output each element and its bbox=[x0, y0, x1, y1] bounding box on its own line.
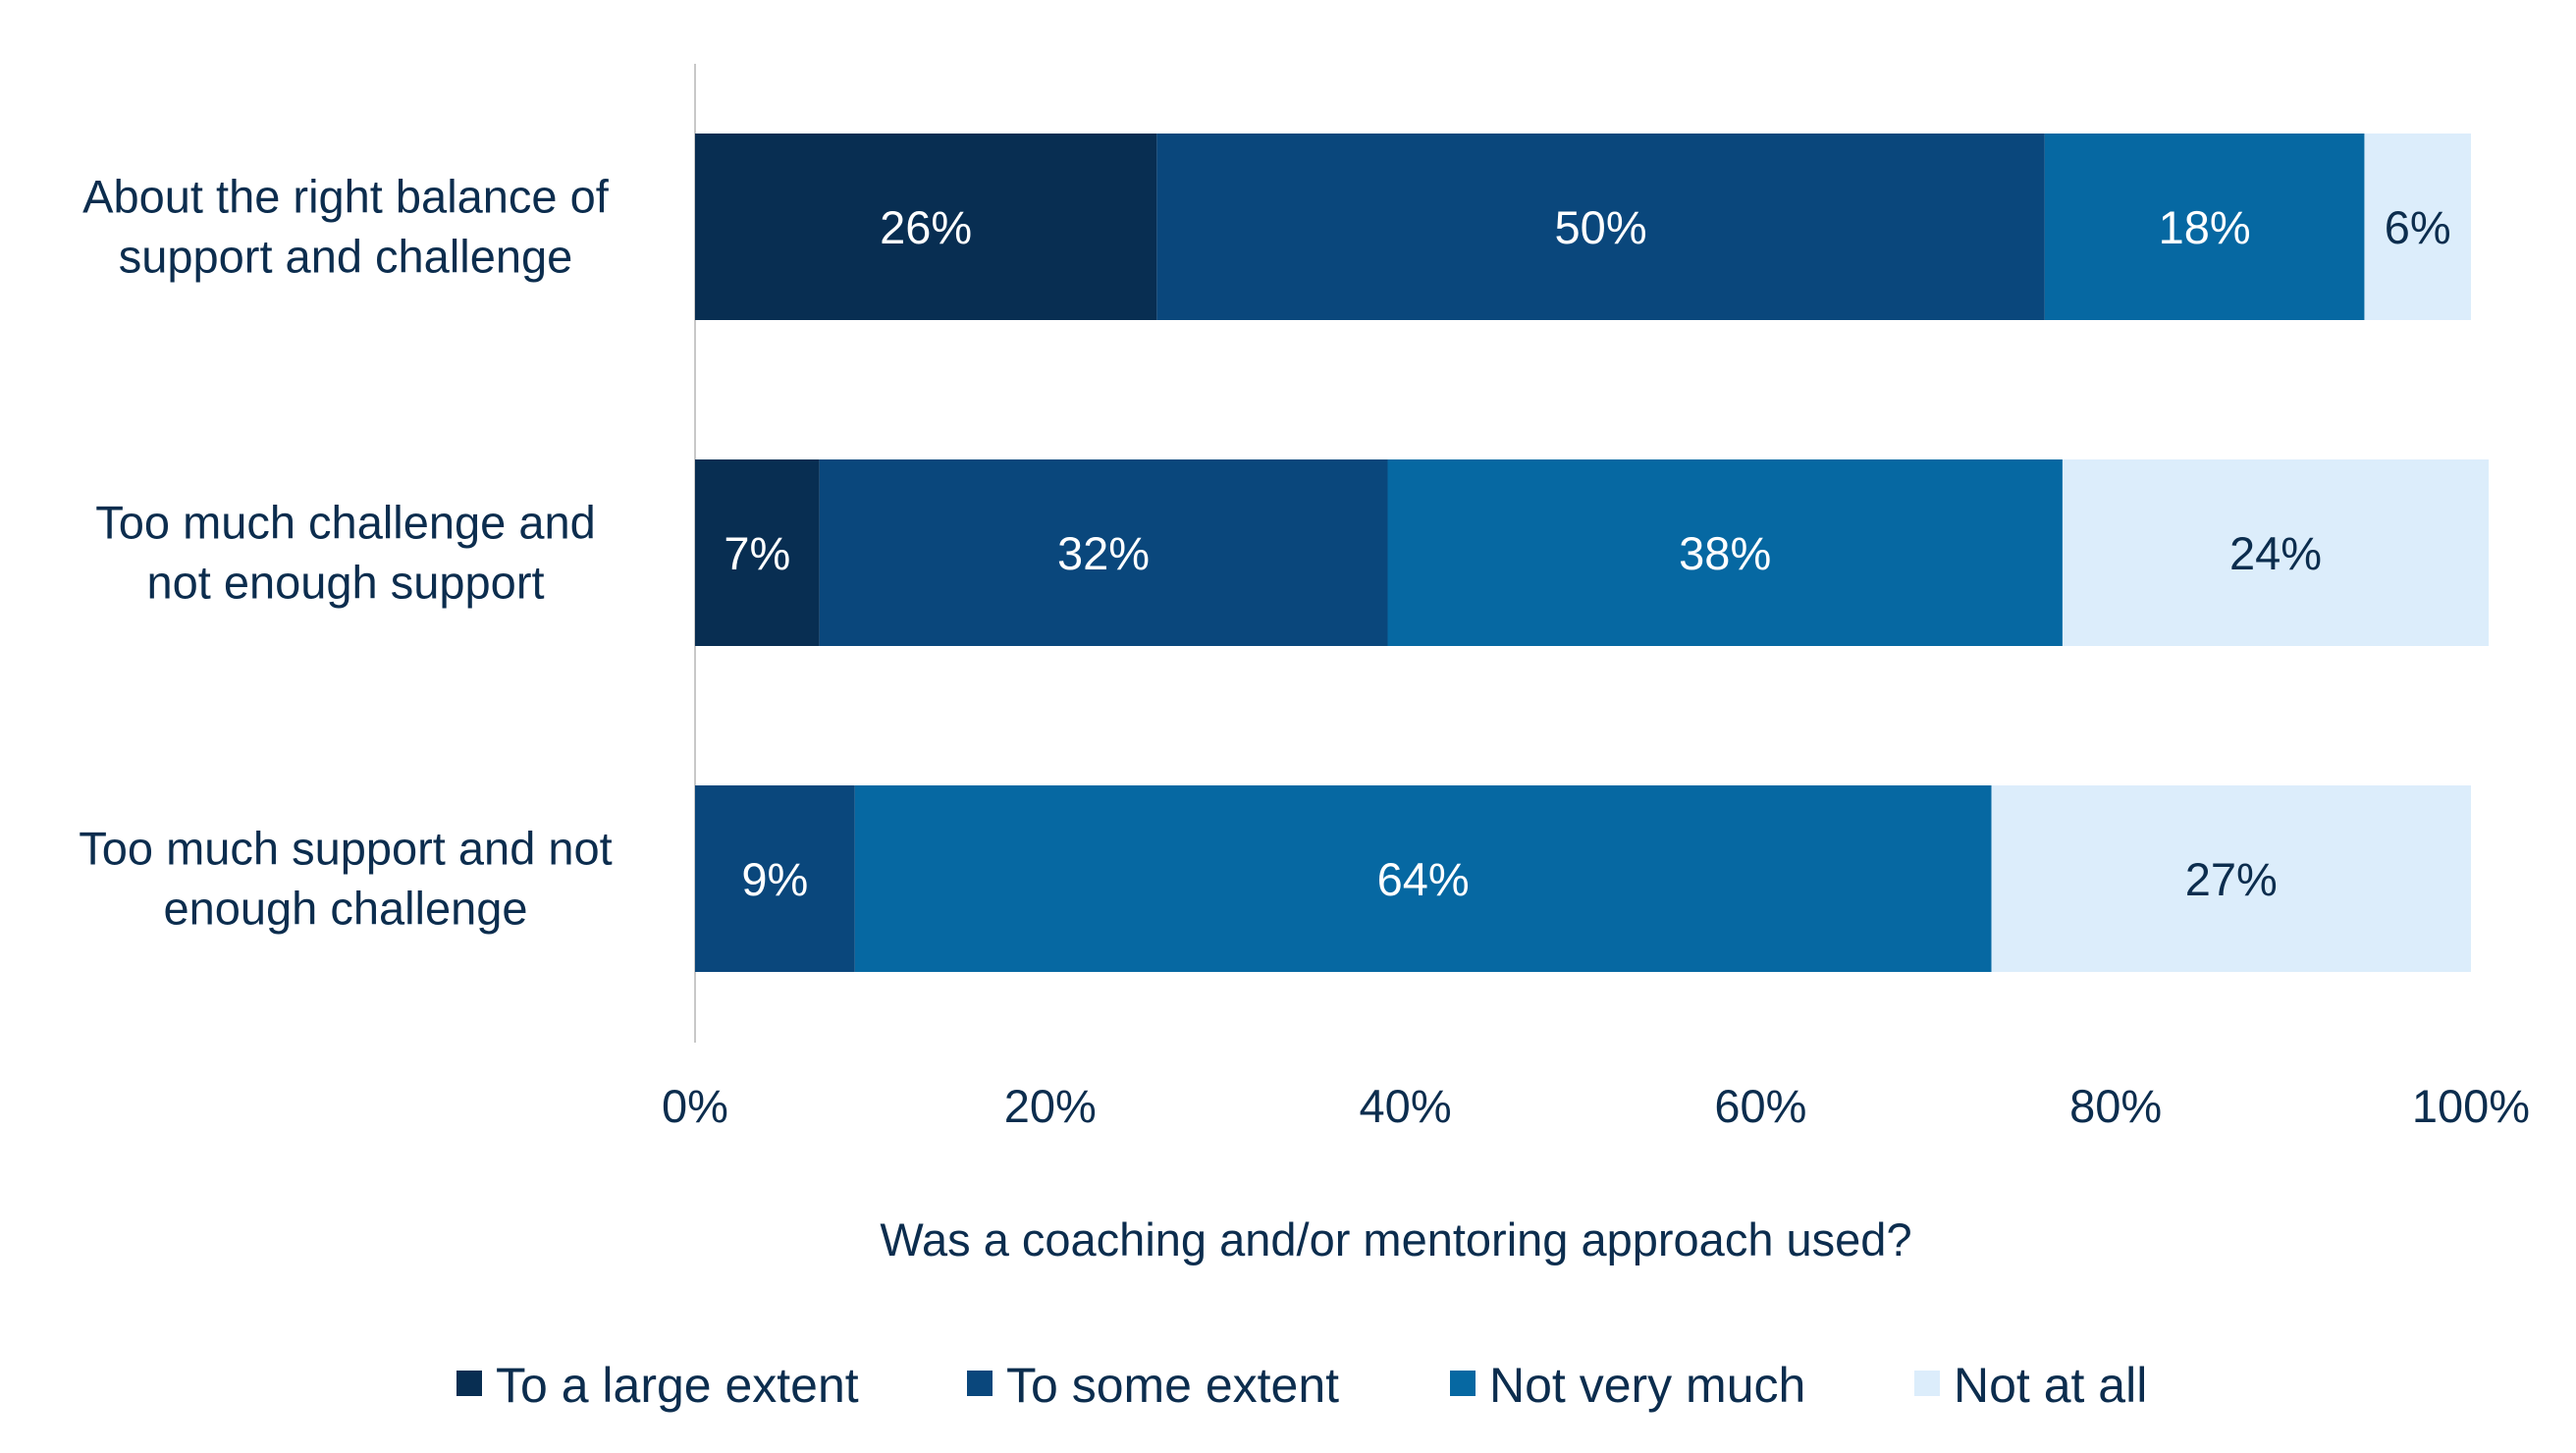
bar-segment bbox=[819, 459, 1388, 646]
x-tick-label: 0% bbox=[662, 1080, 728, 1132]
data-label: 64% bbox=[1377, 853, 1470, 905]
bar-segment bbox=[1156, 134, 2045, 320]
legend-label: Not at all bbox=[1954, 1358, 2147, 1413]
x-axis-label: Was a coaching and/or mentoring approach… bbox=[880, 1213, 1911, 1265]
bar-segment bbox=[2364, 134, 2471, 320]
bars-group: 26% 50% 18% 6% 7% 32% 38% 24% 9% 64% 27% bbox=[695, 134, 2490, 972]
bar-segment bbox=[1991, 785, 2471, 972]
data-label: 50% bbox=[1555, 201, 1647, 253]
data-label: 27% bbox=[2185, 853, 2278, 905]
data-label: 32% bbox=[1057, 527, 1150, 579]
bar-segment bbox=[695, 134, 1157, 320]
data-label: 18% bbox=[2159, 201, 2251, 253]
data-label: 38% bbox=[1679, 527, 1771, 579]
legend-swatch bbox=[456, 1371, 482, 1396]
category-label: enough challenge bbox=[163, 883, 527, 935]
category-label: Too much support and not bbox=[79, 823, 612, 875]
legend-swatch bbox=[1450, 1371, 1476, 1396]
category-label: About the right balance of bbox=[82, 171, 610, 223]
category-label: support and challenge bbox=[119, 231, 573, 283]
legend-swatch bbox=[1914, 1371, 1940, 1396]
bar-segment bbox=[854, 785, 1992, 972]
bar-segment bbox=[2062, 459, 2490, 646]
category-labels: About the right balance of support and ch… bbox=[79, 171, 612, 935]
legend-label: To a large extent bbox=[496, 1358, 859, 1413]
data-label: 7% bbox=[724, 527, 790, 579]
x-tick-label: 100% bbox=[2412, 1080, 2530, 1132]
x-axis-ticks: 0% 20% 40% 60% 80% 100% bbox=[662, 1080, 2530, 1132]
legend-swatch bbox=[967, 1371, 993, 1396]
x-tick-label: 20% bbox=[1004, 1080, 1097, 1132]
x-tick-label: 80% bbox=[2069, 1080, 2162, 1132]
legend-label: Not very much bbox=[1489, 1358, 1805, 1413]
legend: To a large extent To some extent Not very … bbox=[456, 1358, 2147, 1413]
data-label: 26% bbox=[880, 201, 972, 253]
category-label: not enough support bbox=[146, 557, 544, 609]
legend-label: To some extent bbox=[1006, 1358, 1339, 1413]
data-label: 9% bbox=[741, 853, 808, 905]
x-tick-label: 40% bbox=[1360, 1080, 1452, 1132]
x-tick-label: 60% bbox=[1714, 1080, 1806, 1132]
bar-segment bbox=[695, 459, 820, 646]
bar-segment bbox=[2044, 134, 2365, 320]
bar-segment bbox=[695, 785, 855, 972]
data-label: 6% bbox=[2385, 201, 2451, 253]
data-label: 24% bbox=[2229, 527, 2322, 579]
category-label: Too much challenge and bbox=[95, 497, 596, 549]
bar-segment bbox=[1387, 459, 2063, 646]
